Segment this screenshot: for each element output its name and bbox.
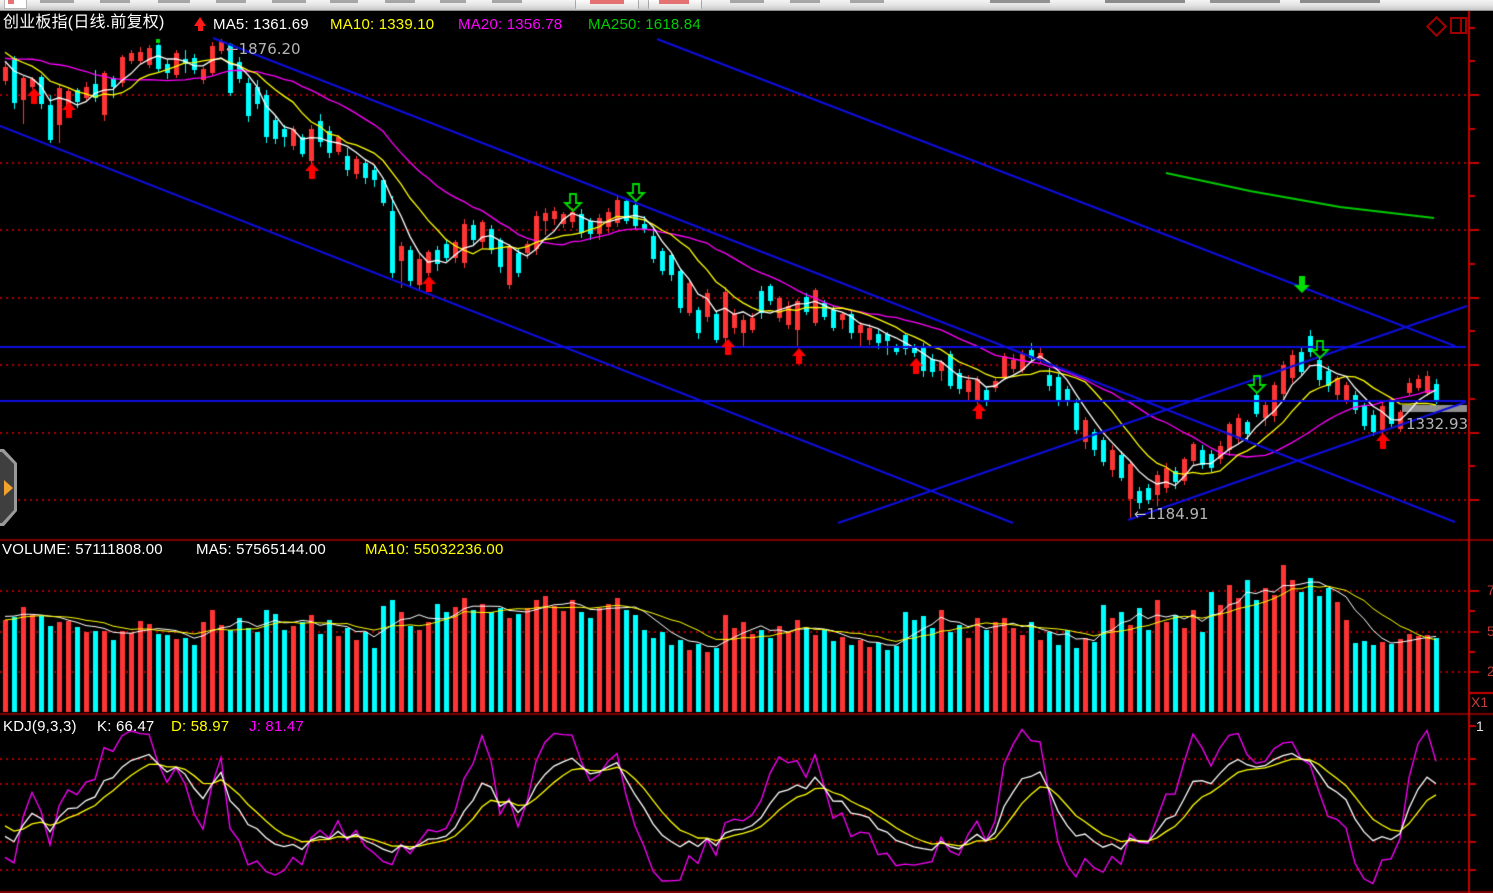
toolbar-window-button[interactable]	[4, 0, 27, 9]
vol-axis-label-50: 5	[1487, 623, 1493, 639]
volume-ma5-label: MA5: 57565144.00	[196, 541, 326, 558]
toolbar-text-remnant	[730, 0, 764, 3]
split-window-icon[interactable]	[1450, 17, 1467, 34]
toolbar-text-remnant	[850, 0, 884, 3]
toolbar-button-red-text	[659, 0, 689, 4]
toolbar-text-remnant	[990, 0, 1050, 3]
ma250-label: MA250: 1618.84	[588, 16, 701, 33]
kdj-axis-label-100: 1	[1476, 718, 1484, 734]
toolbar-text-remnant	[216, 0, 246, 3]
toolbar-text-remnant	[1105, 0, 1185, 3]
toolbar-text-remnant	[330, 0, 358, 3]
chart-title: 创业板指(日线.前复权)	[3, 14, 165, 31]
kdj-j-label: J: 81.47	[249, 718, 304, 735]
low-price-annotation: ←1184.91	[1134, 505, 1209, 523]
toolbar-text-remnant	[790, 0, 820, 3]
kdj-d-label: D: 58.97	[171, 718, 230, 735]
kdj-label: KDJ(9,3,3)	[3, 718, 77, 735]
high-price-annotation: ←1876.20	[226, 40, 301, 58]
toolbar-text-remnant	[385, 0, 415, 3]
ma5-label: MA5: 1361.69	[213, 16, 309, 33]
volume-label: VOLUME: 57111808.00	[2, 541, 163, 558]
toolbar-red-glyph	[8, 0, 14, 4]
toolbar-text-remnant	[272, 0, 306, 3]
toolbar-text-remnant	[40, 0, 74, 3]
volume-ma10-label: MA10: 55032236.00	[365, 541, 504, 558]
toolbar-text-remnant	[1300, 0, 1380, 3]
sidebar-expand-tab[interactable]	[0, 449, 17, 526]
toolbar	[0, 0, 1493, 11]
ma10-label: MA10: 1339.10	[330, 16, 435, 33]
expand-triangle-icon	[4, 480, 13, 496]
toolbar-button-1[interactable]	[575, 0, 639, 9]
toolbar-text-remnant	[158, 0, 190, 3]
toolbar-text-remnant	[100, 0, 130, 3]
toolbar-button-red-text	[590, 0, 624, 4]
toolbar-button-2[interactable]	[648, 0, 702, 9]
toolbar-text-remnant	[440, 0, 466, 3]
last-price-annotation: 1332.93	[1406, 415, 1469, 433]
vol-axis-unit-label: X1	[1471, 694, 1489, 710]
toolbar-text-remnant	[492, 0, 522, 3]
kdj-k-label: K: 66.47	[97, 718, 155, 735]
vol-axis-label-25: 2	[1487, 663, 1493, 679]
ma20-label: MA20: 1356.78	[458, 16, 563, 33]
trend-up-icon	[194, 17, 206, 31]
vol-axis-label-75: 7	[1487, 582, 1493, 598]
toolbar-text-remnant	[1210, 0, 1280, 3]
